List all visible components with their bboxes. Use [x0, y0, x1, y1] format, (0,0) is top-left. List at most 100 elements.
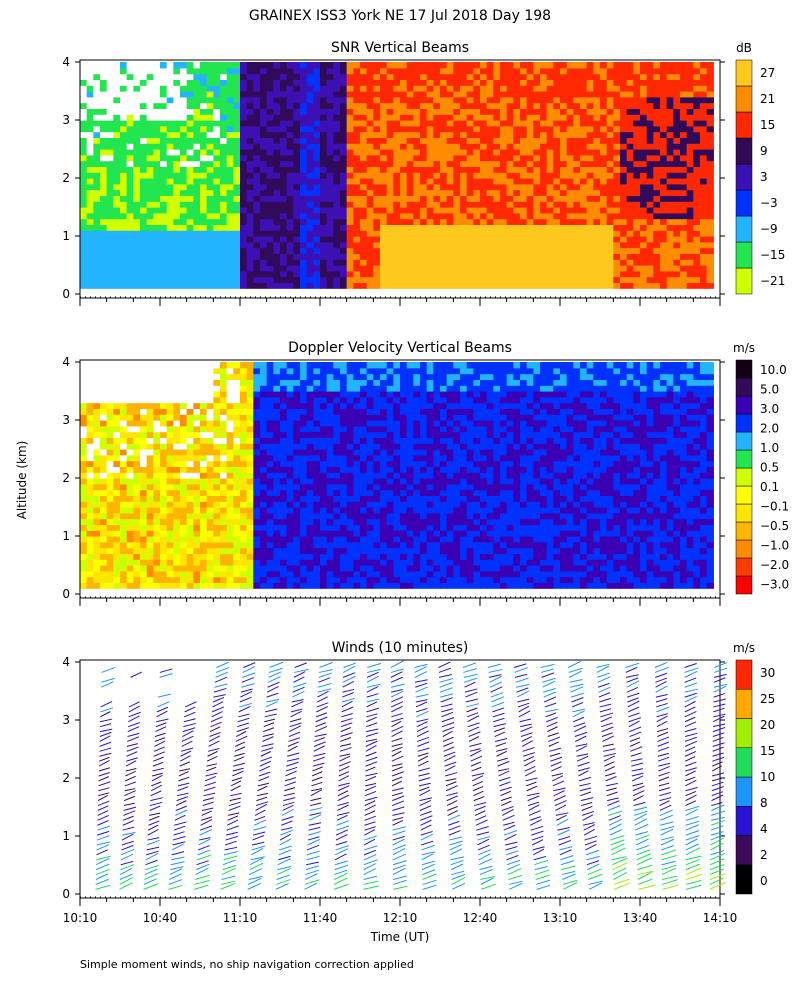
heatmap-cell — [200, 85, 208, 92]
heatmap-cell — [620, 114, 628, 121]
heatmap-cell — [686, 276, 694, 283]
heatmap-cell — [240, 478, 248, 485]
heatmap-cell — [246, 420, 254, 427]
heatmap-cell — [253, 495, 261, 502]
heatmap-cell — [120, 501, 128, 508]
heatmap-cell — [486, 154, 494, 162]
heatmap-cell — [126, 108, 134, 115]
heatmap-cell — [233, 108, 241, 115]
heatmap-cell — [180, 501, 188, 508]
heatmap-cell — [346, 143, 354, 150]
heatmap-cell — [380, 108, 388, 115]
heatmap-cell — [126, 460, 134, 467]
heatmap-cell — [373, 102, 381, 109]
heatmap-cell — [540, 172, 548, 179]
heatmap-cell — [446, 276, 454, 283]
heatmap-cell — [640, 236, 648, 243]
heatmap-cell — [653, 276, 661, 283]
heatmap-cell — [413, 241, 421, 249]
heatmap-cell — [580, 282, 588, 289]
heatmap-cell — [413, 166, 421, 173]
heatmap-cell — [433, 207, 441, 214]
heatmap-cell — [646, 189, 654, 196]
heatmap-cell — [186, 102, 194, 109]
heatmap-cell — [246, 195, 254, 202]
heatmap-cell — [566, 183, 574, 191]
heatmap-cell — [480, 114, 488, 121]
heatmap-cell — [640, 62, 648, 69]
heatmap-cell — [273, 512, 281, 520]
heatmap-cell — [180, 201, 188, 208]
heatmap-cell — [180, 402, 188, 409]
heatmap-cell — [573, 276, 581, 283]
heatmap-cell — [406, 212, 414, 220]
heatmap-cell — [153, 420, 161, 427]
heatmap-cell — [486, 166, 494, 173]
heatmap-cell — [220, 414, 228, 421]
heatmap-cell — [620, 178, 628, 185]
heatmap-cell — [300, 114, 308, 121]
heatmap-cell — [233, 576, 241, 583]
heatmap-cell — [540, 108, 548, 115]
heatmap-cell — [226, 259, 234, 266]
heatmap-cell — [300, 166, 308, 173]
heatmap-cell — [433, 102, 441, 109]
heatmap-cell — [240, 547, 248, 554]
heatmap-cell — [533, 178, 541, 185]
heatmap-cell — [586, 131, 594, 138]
heatmap-cell — [373, 241, 381, 249]
heatmap-cell — [80, 207, 88, 214]
heatmap-cell — [673, 125, 681, 133]
heatmap-cell — [280, 143, 288, 150]
heatmap-cell — [586, 236, 594, 243]
heatmap-cell — [293, 137, 301, 144]
heatmap-cell — [486, 201, 494, 208]
heatmap-cell — [306, 195, 314, 202]
heatmap-cell — [353, 230, 361, 237]
heatmap-cell — [80, 120, 88, 127]
heatmap-cell — [100, 512, 108, 520]
heatmap-cell — [580, 160, 588, 167]
heatmap-cell — [126, 478, 134, 485]
heatmap-cell — [226, 270, 234, 278]
heatmap-cell — [393, 230, 401, 237]
heatmap-cell — [420, 265, 428, 272]
heatmap-cell — [653, 149, 661, 156]
heatmap-cell — [453, 114, 461, 121]
heatmap-cell — [553, 160, 561, 167]
heatmap-cell — [353, 282, 361, 289]
heatmap-cell — [666, 207, 674, 214]
heatmap-cell — [586, 201, 594, 208]
heatmap-cell — [340, 172, 348, 179]
heatmap-cell — [606, 218, 614, 225]
heatmap-cell — [266, 559, 274, 566]
heatmap-cell — [173, 259, 181, 266]
heatmap-cell — [140, 512, 148, 520]
heatmap-cell — [253, 449, 261, 456]
heatmap-cell — [206, 576, 214, 583]
heatmap-cell — [126, 431, 134, 438]
heatmap-cell — [380, 276, 388, 283]
heatmap-cell — [426, 120, 434, 127]
heatmap-cell — [340, 230, 348, 237]
heatmap-cell — [273, 85, 281, 92]
heatmap-cell — [126, 166, 134, 173]
heatmap-cell — [700, 230, 708, 237]
heatmap-cell — [613, 73, 621, 80]
heatmap-cell — [326, 207, 334, 214]
heatmap-cell — [493, 259, 501, 266]
heatmap-cell — [160, 62, 168, 69]
heatmap-cell — [466, 149, 474, 156]
heatmap-cell — [446, 96, 454, 104]
heatmap-cell — [233, 559, 241, 566]
heatmap-cell — [380, 259, 388, 266]
heatmap-cell — [220, 265, 228, 272]
heatmap-cell — [220, 379, 228, 386]
heatmap-cell — [453, 96, 461, 104]
heatmap-cell — [480, 224, 488, 231]
heatmap-cell — [306, 108, 314, 115]
heatmap-cell — [440, 96, 448, 104]
y-tick-label: 0 — [62, 287, 70, 301]
heatmap-cell — [520, 114, 528, 121]
heatmap-cell — [280, 483, 288, 491]
